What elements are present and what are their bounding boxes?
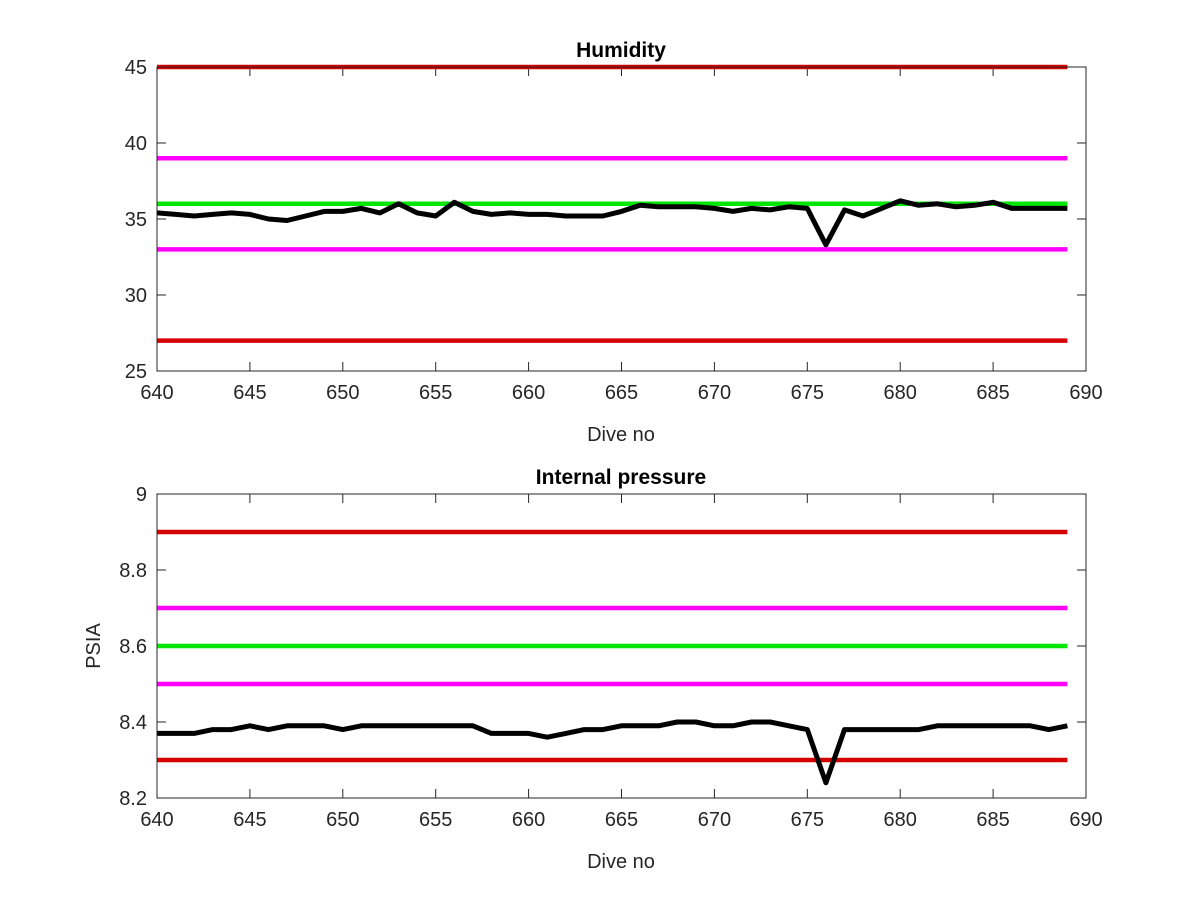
internal-pressure-title: Internal pressure (536, 466, 706, 489)
humidity-title: Humidity (576, 39, 666, 62)
internal-pressure-x-tick-label: 675 (791, 809, 824, 831)
internal-pressure-y-tick-label: 9 (136, 484, 147, 506)
internal-pressure-x-tick-label: 685 (976, 809, 1009, 831)
internal-pressure-plot: 640 645 650 655 660 665 670 675 680 685 690 8.2 8.4 8… (83, 466, 1103, 873)
humidity-plot: 640 645 650 655 660 665 670 675 680 685 690 25 30 35 4… (125, 39, 1103, 446)
internal-pressure-y-tick-label: 8.4 (119, 712, 147, 734)
internal-pressure-y-tick-label: 8.6 (119, 636, 147, 658)
humidity-y-tick-label: 25 (125, 361, 147, 383)
humidity-x-tick-label: 660 (512, 382, 545, 404)
internal-pressure-x-tick-label: 680 (884, 809, 917, 831)
internal-pressure-y-tick-label: 8.2 (119, 788, 147, 810)
humidity-x-tick-label: 640 (140, 382, 173, 404)
humidity-y-tick-label: 35 (125, 209, 147, 231)
internal-pressure-threshold-lines (157, 529, 1068, 763)
internal-pressure-x-tick-label: 650 (326, 809, 359, 831)
humidity-tick-labels: 640 645 650 655 660 665 670 675 680 685 690 25 30 35 4… (125, 57, 1103, 404)
humidity-x-tick-label: 675 (791, 382, 824, 404)
humidity-x-tick-label: 680 (884, 382, 917, 404)
internal-pressure-y-tick-label: 8.8 (119, 560, 147, 582)
humidity-x-tick-label: 685 (976, 382, 1009, 404)
humidity-x-tick-label: 650 (326, 382, 359, 404)
humidity-y-tick-label: 40 (125, 133, 147, 155)
humidity-x-tick-label: 645 (233, 382, 266, 404)
humidity-plot-area (157, 67, 1086, 371)
internal-pressure-plot-frame (156, 493, 1087, 799)
internal-pressure-tick-labels: 640 645 650 655 660 665 670 675 680 685 690 8.2 8.4 8… (119, 484, 1103, 831)
internal-pressure-series-line (157, 719, 1068, 786)
internal-pressure-x-tick-label: 670 (698, 809, 731, 831)
internal-pressure-y-axis-label: PSIA (83, 623, 105, 669)
internal-pressure-x-tick-label: 660 (512, 809, 545, 831)
internal-pressure-data-lines (157, 719, 1068, 786)
humidity-series-line (156, 198, 1068, 248)
humidity-y-tick-label: 45 (125, 57, 147, 79)
humidity-x-tick-label: 670 (698, 382, 731, 404)
humidity-plot-frame (156, 66, 1087, 372)
internal-pressure-x-tick-label: 665 (605, 809, 638, 831)
internal-pressure-x-tick-label: 655 (419, 809, 452, 831)
humidity-x-tick-label: 665 (605, 382, 638, 404)
humidity-x-tick-label: 655 (419, 382, 452, 404)
internal-pressure-x-tick-label: 690 (1069, 809, 1102, 831)
humidity-x-tick-label: 690 (1069, 382, 1102, 404)
humidity-x-axis-label: Dive no (587, 424, 655, 446)
humidity-data-lines (156, 198, 1068, 248)
internal-pressure-x-axis-label: Dive no (587, 851, 655, 873)
internal-pressure-x-tick-label: 640 (140, 809, 173, 831)
humidity-y-tick-label: 30 (125, 285, 147, 307)
internal-pressure-x-tick-label: 645 (233, 809, 266, 831)
